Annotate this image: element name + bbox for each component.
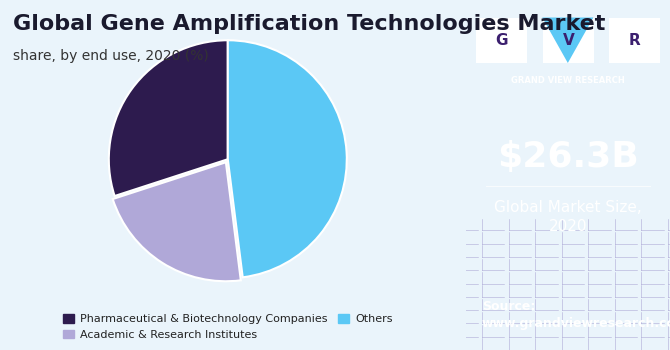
FancyBboxPatch shape bbox=[543, 18, 594, 63]
Text: R: R bbox=[628, 33, 640, 48]
Legend: Pharmaceutical & Biotechnology Companies, Academic & Research Institutes, Others: Pharmaceutical & Biotechnology Companies… bbox=[59, 310, 397, 344]
Text: Global Market Size,
2020: Global Market Size, 2020 bbox=[494, 199, 642, 234]
Text: V: V bbox=[563, 33, 575, 48]
Text: G: G bbox=[495, 33, 508, 48]
Wedge shape bbox=[113, 162, 241, 281]
Text: Global Gene Amplification Technologies Market: Global Gene Amplification Technologies M… bbox=[13, 14, 606, 34]
Polygon shape bbox=[542, 18, 594, 63]
Wedge shape bbox=[228, 40, 347, 277]
Text: $26.3B: $26.3B bbox=[497, 140, 639, 175]
Text: GRAND VIEW RESEARCH: GRAND VIEW RESEARCH bbox=[511, 76, 624, 85]
Text: Source:
www.grandviewresearch.com: Source: www.grandviewresearch.com bbox=[482, 300, 670, 330]
Wedge shape bbox=[109, 40, 228, 196]
FancyBboxPatch shape bbox=[608, 18, 660, 63]
Text: share, by end use, 2020 (%): share, by end use, 2020 (%) bbox=[13, 49, 209, 63]
FancyBboxPatch shape bbox=[476, 18, 527, 63]
